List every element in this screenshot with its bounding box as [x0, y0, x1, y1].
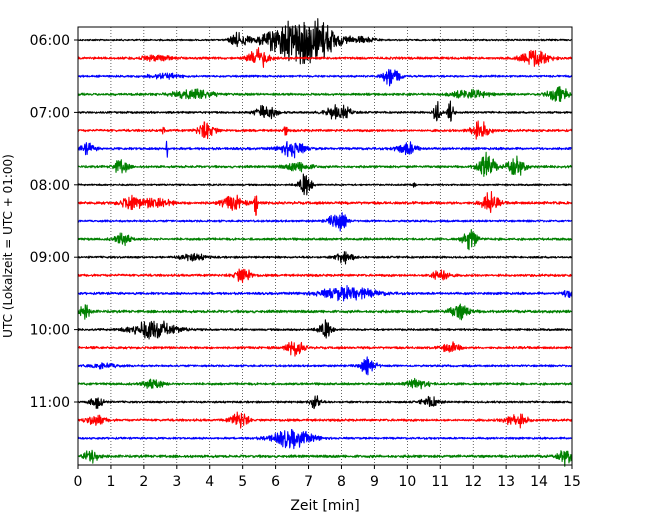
x-tick-label: 2	[139, 474, 148, 490]
trace-0645	[77, 85, 573, 102]
x-tick-label: 15	[563, 474, 581, 490]
x-tick-label: 7	[304, 474, 313, 490]
x-tick-label: 11	[431, 474, 449, 490]
y-tick-label: 10:00	[30, 323, 70, 339]
x-tick-label: 14	[530, 474, 548, 490]
trace-0715	[77, 120, 573, 140]
trace-1015	[77, 341, 573, 357]
trace-0600	[77, 18, 573, 65]
trace-1000	[77, 319, 573, 340]
x-axis-label: Zeit [min]	[290, 498, 359, 514]
x-tick-label: 13	[497, 474, 515, 490]
trace-0745	[77, 151, 573, 177]
trace-1045	[77, 377, 573, 390]
seismogram-traces	[77, 18, 573, 467]
x-tick-label: 1	[106, 474, 115, 490]
y-tick-label: 07:00	[30, 105, 70, 121]
x-tick-label: 9	[370, 474, 379, 490]
trace-0615	[77, 47, 573, 68]
x-tick-label: 0	[74, 474, 83, 490]
trace-0845	[77, 228, 573, 251]
y-axis: 06:00 07:00 08:00 09:00 10:00 11:00	[30, 33, 78, 411]
x-tick-label: 12	[464, 474, 482, 490]
trace-0900	[77, 251, 573, 265]
x-tick-label: 5	[238, 474, 247, 490]
trace-0830	[77, 212, 573, 232]
minute-gridlines	[110, 27, 540, 465]
y-tick-label: 06:00	[30, 33, 70, 49]
trace-0800	[77, 173, 573, 196]
y-tick-label: 11:00	[30, 395, 70, 411]
trace-0915	[77, 268, 573, 284]
x-axis: 0 1 2 3 4 5 6 7 8 9 10 11 12 13 14 15	[74, 465, 581, 490]
x-tick-label: 4	[205, 474, 214, 490]
trace-0815	[77, 190, 573, 216]
trace-1030	[77, 356, 573, 376]
y-axis-label: UTC (Lokalzeit = UTC + 01:00)	[1, 154, 15, 338]
trace-1100	[77, 395, 573, 410]
trace-0930	[77, 284, 573, 302]
trace-1115	[77, 411, 573, 429]
x-tick-label: 6	[271, 474, 280, 490]
trace-0945	[77, 303, 573, 321]
y-tick-label: 09:00	[30, 250, 70, 266]
plot-frame	[77, 26, 573, 466]
trace-1145	[77, 449, 573, 467]
trace-0630	[77, 68, 573, 87]
x-tick-label: 3	[172, 474, 181, 490]
trace-0700	[77, 100, 573, 122]
x-tick-label: 8	[337, 474, 346, 490]
trace-0730	[77, 140, 573, 159]
y-tick-label: 08:00	[30, 178, 70, 194]
trace-1130	[77, 429, 573, 450]
x-tick-label: 10	[398, 474, 416, 490]
